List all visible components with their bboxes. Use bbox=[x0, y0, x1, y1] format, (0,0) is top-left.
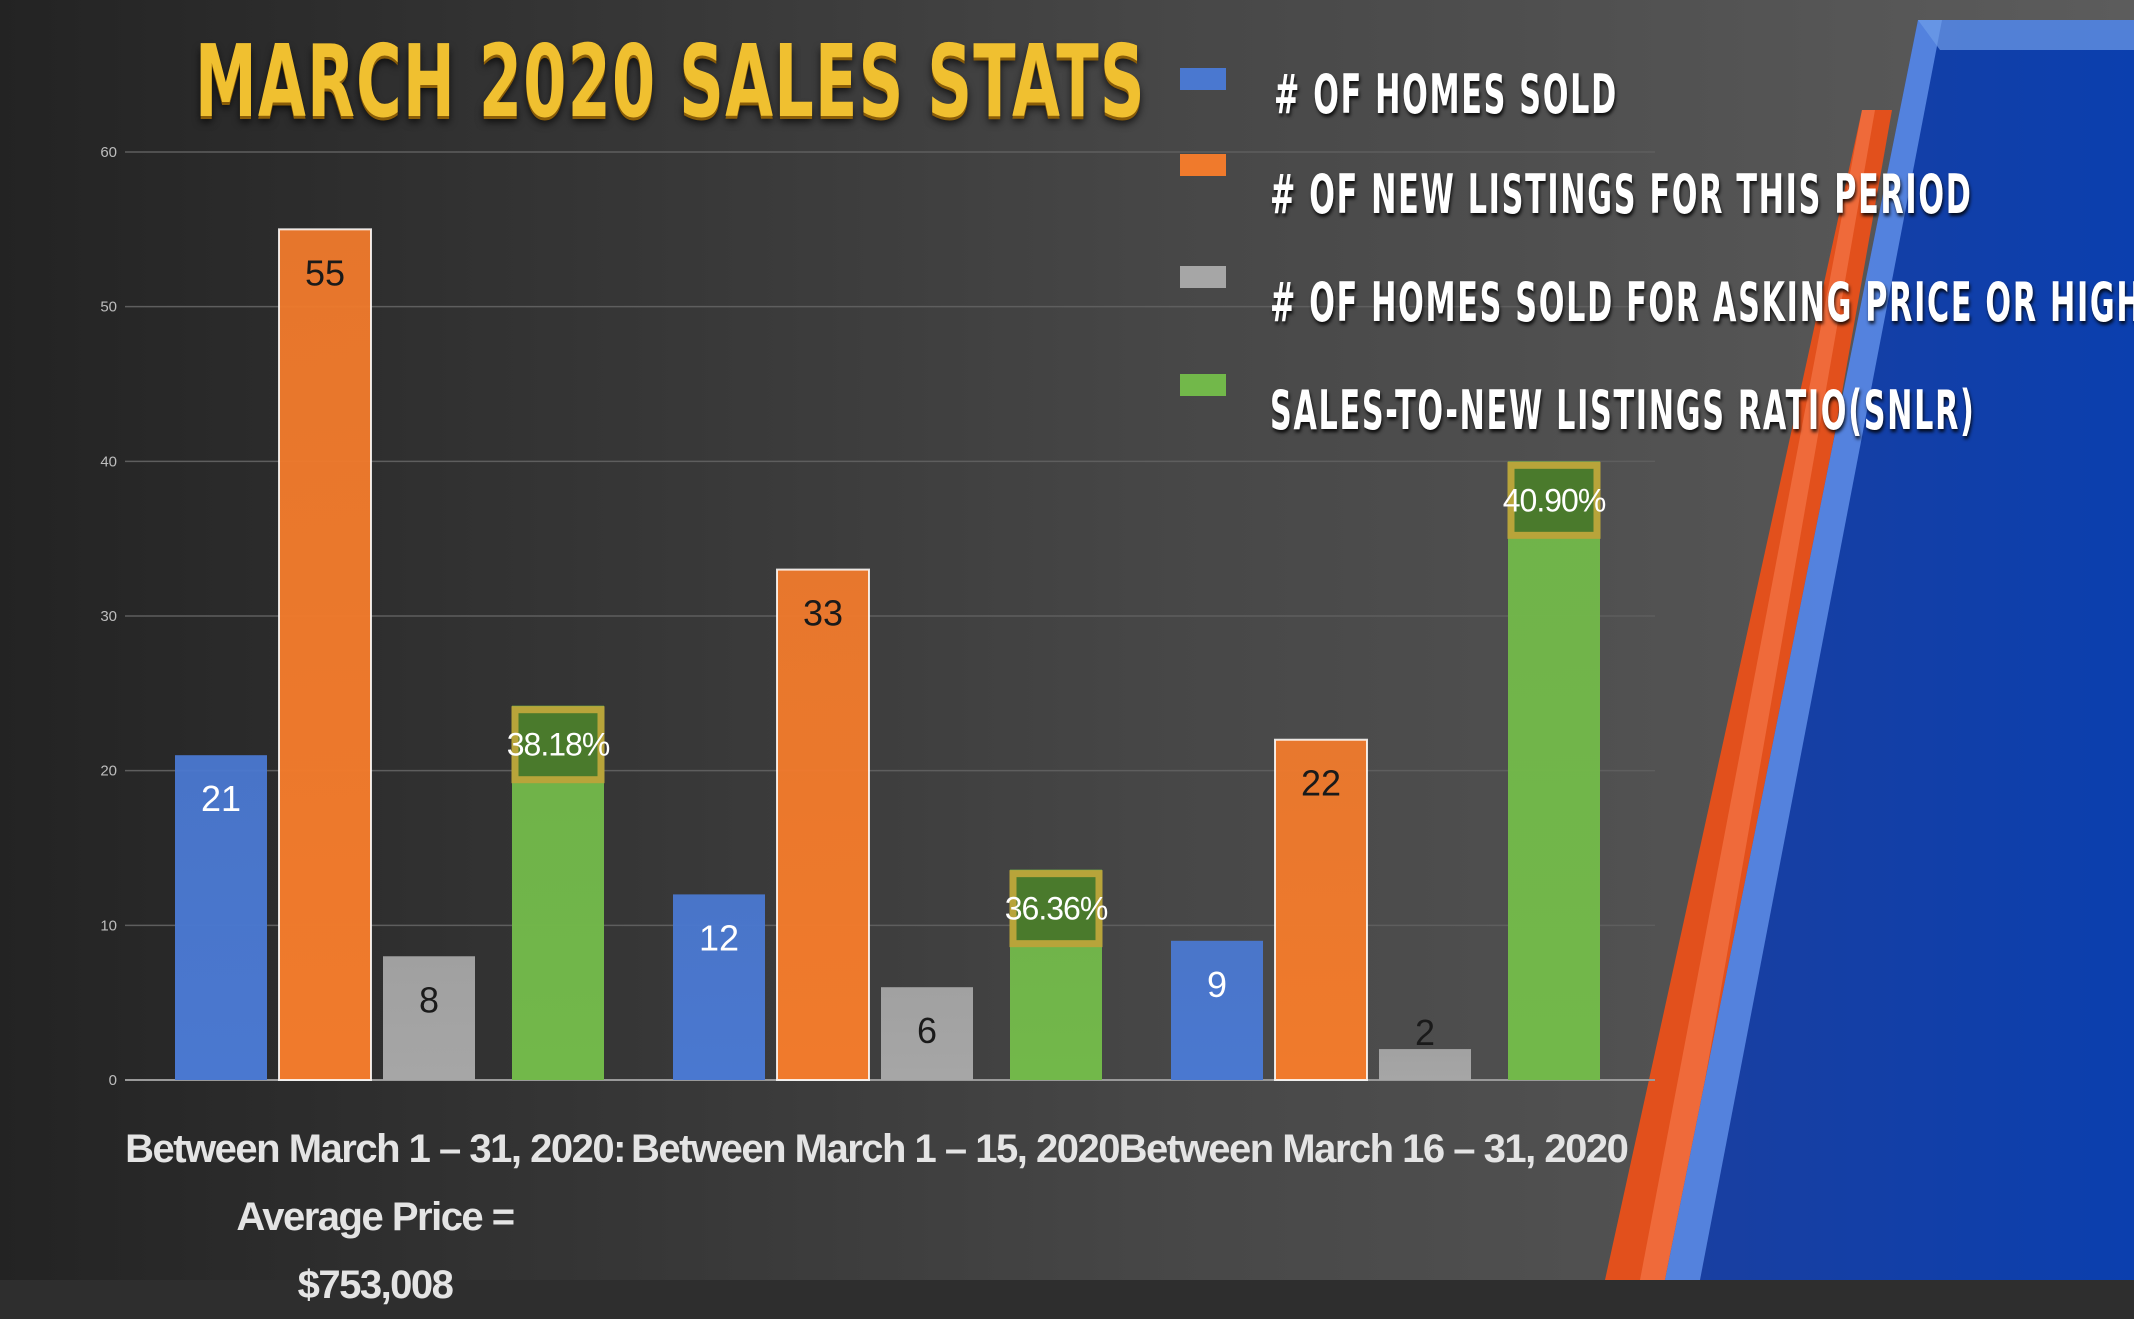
bar-series-1-category-1 bbox=[175, 755, 267, 1080]
data-label-box-snlr-category-1 bbox=[511, 706, 605, 784]
bar-series-2-category-2 bbox=[776, 568, 870, 1081]
data-label-series-3-category-1: 8 bbox=[419, 979, 439, 1020]
bar-series-3-category-2 bbox=[881, 987, 973, 1080]
data-label-series-1-category-2: 12 bbox=[699, 917, 739, 958]
bar-series-2-category-3 bbox=[1274, 738, 1368, 1081]
data-label-box-snlr-category-3 bbox=[1507, 461, 1601, 539]
y-tick-label-0: 0 bbox=[109, 1072, 117, 1089]
data-label-series-4-category-1: 38.18% bbox=[507, 727, 610, 763]
page-title: MARCH 2020 SALES STATS bbox=[195, 23, 1146, 140]
legend-item-asking-price: # OF HOMES SOLD FOR ASKING PRICE OR HIGH… bbox=[1180, 266, 2134, 350]
legend-label-snlr: SALES-TO-NEW LISTINGS RATIO(SNLR) bbox=[1270, 379, 1976, 442]
x-category-label-1-line-2: $753,008 bbox=[297, 1263, 454, 1307]
legend-item-homes-sold: # OF HOMES SOLD bbox=[1180, 60, 2120, 130]
y-tick-label-40: 40 bbox=[100, 453, 117, 470]
bar-series-1-category-3 bbox=[1171, 940, 1263, 1080]
legend-swatch-new-listings bbox=[1180, 154, 1226, 176]
data-label-series-1-category-3: 9 bbox=[1207, 964, 1227, 1005]
legend-label-asking-price: # OF HOMES SOLD FOR ASKING PRICE OR HIGH… bbox=[1270, 271, 2134, 334]
legend-item-new-listings: # OF NEW LISTINGS FOR THIS PERIOD bbox=[1180, 154, 2120, 242]
data-label-series-2-category-2: 33 bbox=[803, 593, 843, 634]
bar-series-4-category-3 bbox=[1508, 461, 1600, 1080]
orange-stripe bbox=[1605, 110, 1892, 1280]
x-category-label-2-line-1: Between March 1 – 15, 2020 bbox=[631, 1127, 1120, 1171]
legend-swatch-asking-price bbox=[1180, 266, 1226, 288]
legend-item-snlr: SALES-TO-NEW LISTINGS RATIO(SNLR) bbox=[1180, 374, 2120, 458]
legend-swatch-snlr bbox=[1180, 374, 1226, 396]
data-label-series-1-category-1: 21 bbox=[201, 778, 241, 819]
legend-swatch-homes-sold bbox=[1180, 68, 1226, 90]
data-label-series-2-category-1: 55 bbox=[305, 252, 345, 293]
data-label-series-4-category-2: 36.36% bbox=[1005, 891, 1108, 927]
blue-panel bbox=[1665, 20, 2134, 1280]
y-tick-label-50: 50 bbox=[100, 299, 117, 316]
data-label-series-3-category-2: 6 bbox=[917, 1010, 937, 1051]
x-category-label-3-line-1: Between March 16 – 31, 2020 bbox=[1118, 1127, 1629, 1171]
bar-series-2-category-1 bbox=[278, 228, 372, 1082]
data-label-series-2-category-3: 22 bbox=[1301, 763, 1341, 804]
bar-chart: 01020304050602155838.18%1233636.36%92224… bbox=[100, 144, 1655, 1089]
bar-series-3-category-3 bbox=[1379, 1049, 1471, 1080]
x-category-label-3: Between March 16 – 31, 2020 bbox=[1073, 1115, 1673, 1183]
x-category-label-1-line-1: Between March 1 – 31, 2020: Average Pric… bbox=[125, 1127, 626, 1239]
bar-series-1-category-2 bbox=[673, 894, 765, 1080]
x-category-label-1: Between March 1 – 31, 2020: Average Pric… bbox=[75, 1115, 675, 1319]
y-tick-label-60: 60 bbox=[100, 144, 117, 161]
y-tick-label-20: 20 bbox=[100, 763, 117, 780]
y-tick-label-30: 30 bbox=[100, 608, 117, 625]
bar-series-3-category-1 bbox=[383, 956, 475, 1080]
y-tick-label-10: 10 bbox=[100, 917, 117, 934]
x-category-label-2: Between March 1 – 15, 2020 bbox=[575, 1115, 1175, 1183]
legend-label-new-listings: # OF NEW LISTINGS FOR THIS PERIOD bbox=[1270, 163, 1973, 226]
data-label-series-3-category-3: 2 bbox=[1415, 1012, 1435, 1053]
data-label-box-snlr-category-2 bbox=[1009, 870, 1103, 948]
legend-label-homes-sold: # OF HOMES SOLD bbox=[1274, 63, 1618, 126]
data-label-series-4-category-3: 40.90% bbox=[1503, 482, 1606, 518]
